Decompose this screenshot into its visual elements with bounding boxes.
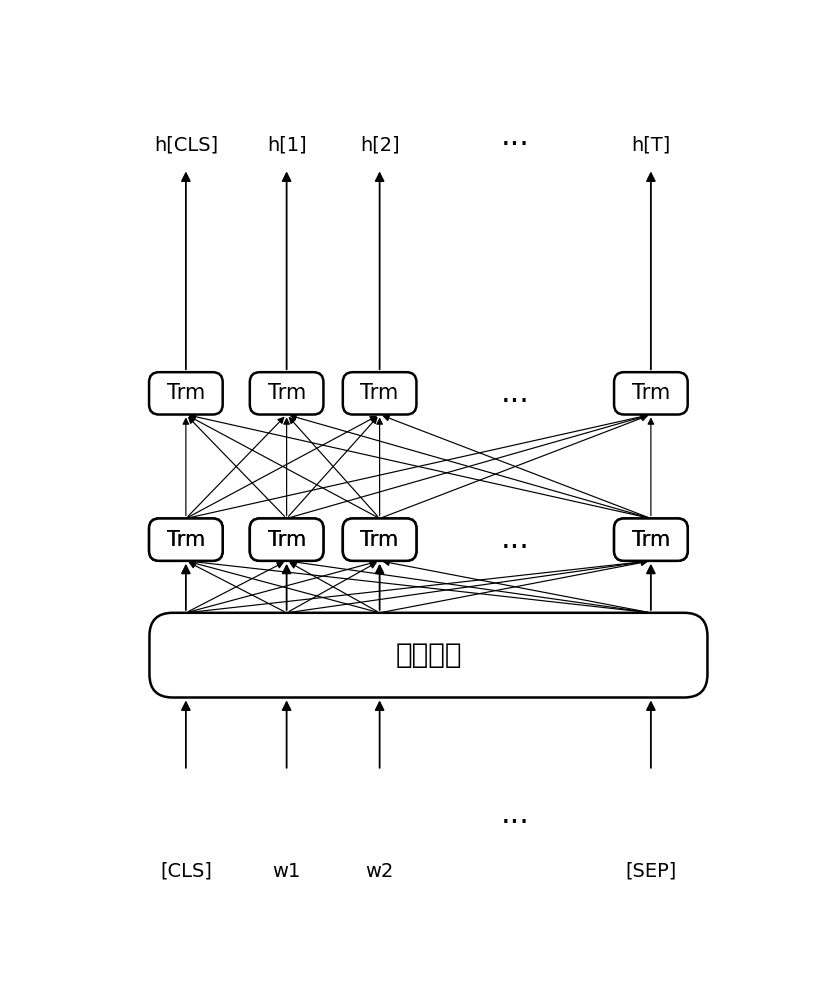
Text: Trm: Trm [360, 530, 399, 550]
FancyBboxPatch shape [149, 518, 222, 561]
Text: ...: ... [501, 800, 530, 829]
Text: [CLS]: [CLS] [160, 862, 212, 881]
Text: [SEP]: [SEP] [625, 862, 676, 881]
FancyBboxPatch shape [343, 518, 416, 561]
FancyBboxPatch shape [250, 518, 324, 561]
Text: ...: ... [501, 525, 530, 554]
FancyBboxPatch shape [150, 613, 707, 698]
Text: h[CLS]: h[CLS] [154, 136, 218, 155]
Text: Trm: Trm [166, 530, 205, 550]
FancyBboxPatch shape [149, 372, 222, 415]
FancyBboxPatch shape [343, 518, 416, 561]
Text: Trm: Trm [268, 383, 306, 403]
FancyBboxPatch shape [250, 518, 324, 561]
Text: Trm: Trm [360, 530, 399, 550]
Text: h[1]: h[1] [267, 136, 307, 155]
Text: Trm: Trm [632, 530, 670, 550]
Text: w1: w1 [273, 862, 301, 881]
FancyBboxPatch shape [343, 372, 416, 415]
Text: Trm: Trm [166, 383, 205, 403]
Text: ...: ... [501, 122, 530, 151]
FancyBboxPatch shape [250, 372, 324, 415]
Text: h[2]: h[2] [359, 136, 400, 155]
Text: h[T]: h[T] [631, 136, 670, 155]
Text: ...: ... [501, 379, 530, 408]
Text: Trm: Trm [632, 383, 670, 403]
FancyBboxPatch shape [614, 518, 688, 561]
FancyBboxPatch shape [614, 518, 688, 561]
Text: Trm: Trm [268, 530, 306, 550]
Text: Trm: Trm [166, 530, 205, 550]
Text: Trm: Trm [268, 530, 306, 550]
FancyBboxPatch shape [614, 372, 688, 415]
Text: Trm: Trm [632, 530, 670, 550]
Text: 词嵌入层: 词嵌入层 [395, 641, 461, 669]
Text: w2: w2 [365, 862, 394, 881]
FancyBboxPatch shape [149, 518, 222, 561]
Text: Trm: Trm [360, 383, 399, 403]
